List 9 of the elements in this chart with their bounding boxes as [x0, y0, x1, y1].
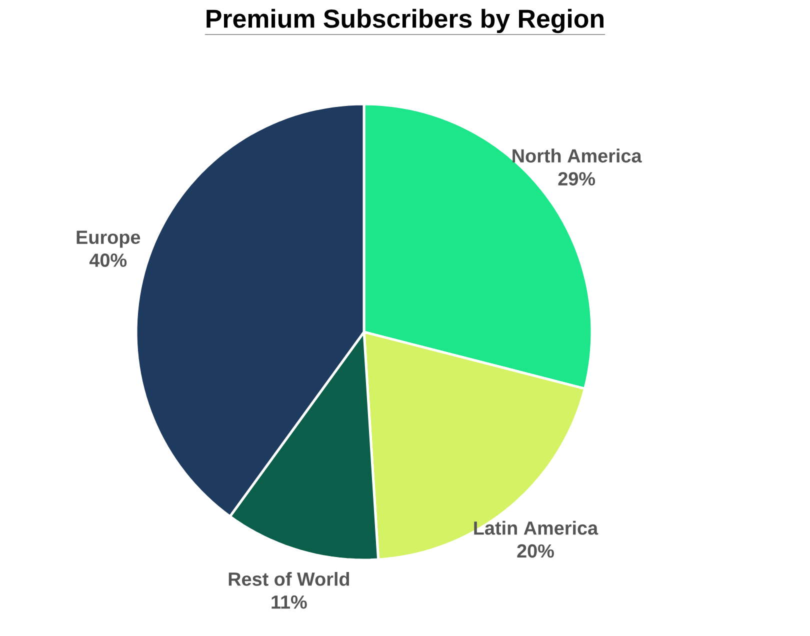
slice-label: North America	[512, 148, 642, 163]
data-label: 11%	[272, 595, 307, 609]
data-label: 29%	[558, 172, 596, 186]
data-label: 20%	[517, 544, 554, 558]
chart-title: Premium Subscribers by Region	[206, 8, 604, 34]
slice-label: Rest of World	[228, 572, 350, 586]
slice-label: Latin America	[474, 520, 598, 535]
slice-label: Europe	[76, 230, 140, 248]
data-label: 40%	[89, 254, 127, 267]
